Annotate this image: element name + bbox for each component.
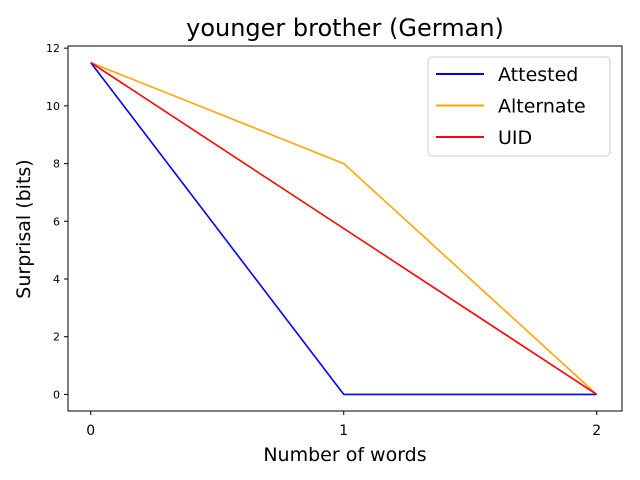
plot-frame [67, 45, 623, 412]
x-tick-label: 2 [592, 423, 601, 439]
series-lines [90, 61, 598, 396]
legend-label: UID [498, 127, 532, 149]
series-line-alternate [90, 61, 598, 396]
legend-box [427, 56, 611, 157]
legend-label: Attested [498, 64, 578, 86]
series-line-uid [90, 61, 598, 396]
y-tick-label: 6 [53, 215, 60, 228]
y-tick-label: 0 [53, 388, 60, 401]
y-tick-label: 2 [53, 331, 60, 344]
y-tick-label: 8 [53, 158, 60, 171]
x-tick-label: 1 [339, 423, 348, 439]
x-tick-label: 0 [86, 423, 95, 439]
y-axis-label: Surprisal (bits) [13, 159, 35, 298]
y-tick-label: 10 [46, 100, 60, 113]
y-tick-label: 12 [46, 42, 60, 55]
y-tick-label: 4 [53, 273, 60, 286]
x-axis: 0 1 2 [86, 411, 601, 439]
chart-title: younger brother (German) [186, 14, 504, 42]
x-axis-label: Number of words [263, 444, 426, 466]
y-axis: 0 2 4 6 8 10 12 [46, 42, 68, 401]
legend-label: Alternate [498, 96, 586, 118]
series-line-attested [90, 62, 597, 396]
legend: Attested Alternate UID [427, 56, 611, 157]
